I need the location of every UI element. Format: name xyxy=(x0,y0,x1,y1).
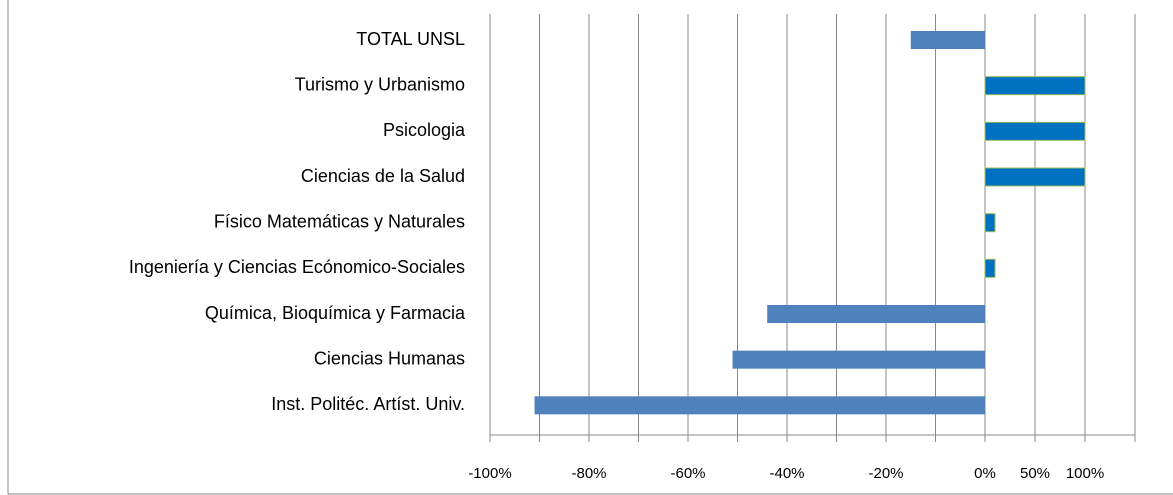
bar xyxy=(910,31,985,49)
bar xyxy=(732,350,985,369)
x-tick-label: -20% xyxy=(868,465,903,482)
bar xyxy=(984,76,1086,96)
x-tick-label: -80% xyxy=(571,465,606,482)
y-tick-label: Ciencias de la Salud xyxy=(301,166,465,186)
x-tick-label: -40% xyxy=(769,465,804,482)
y-tick-label: Inst. Politéc. Artíst. Univ. xyxy=(271,394,465,414)
y-tick-label: TOTAL UNSL xyxy=(356,29,465,49)
bar xyxy=(984,258,996,278)
y-tick-label: Físico Matemáticas y Naturales xyxy=(214,211,465,231)
x-tick-label: 50% xyxy=(1020,465,1050,482)
y-tick-label: Psicologia xyxy=(383,120,466,140)
bar xyxy=(767,305,985,323)
bar xyxy=(984,167,1086,187)
x-tick-label: 0% xyxy=(974,465,996,482)
y-tick-label: Ciencias Humanas xyxy=(314,348,465,368)
y-tick-label: Química, Bioquímica y Farmacia xyxy=(205,303,466,323)
y-tick-label: Ingeniería y Ciencias Ecónomico-Sociales xyxy=(129,257,465,277)
x-tick-label: -100% xyxy=(468,465,511,482)
bar xyxy=(984,213,996,233)
x-tick-label: -60% xyxy=(670,465,705,482)
bar xyxy=(534,396,985,415)
x-tick-label: 100% xyxy=(1066,465,1104,482)
y-tick-label: Turismo y Urbanismo xyxy=(295,74,465,94)
bar xyxy=(984,121,1086,141)
